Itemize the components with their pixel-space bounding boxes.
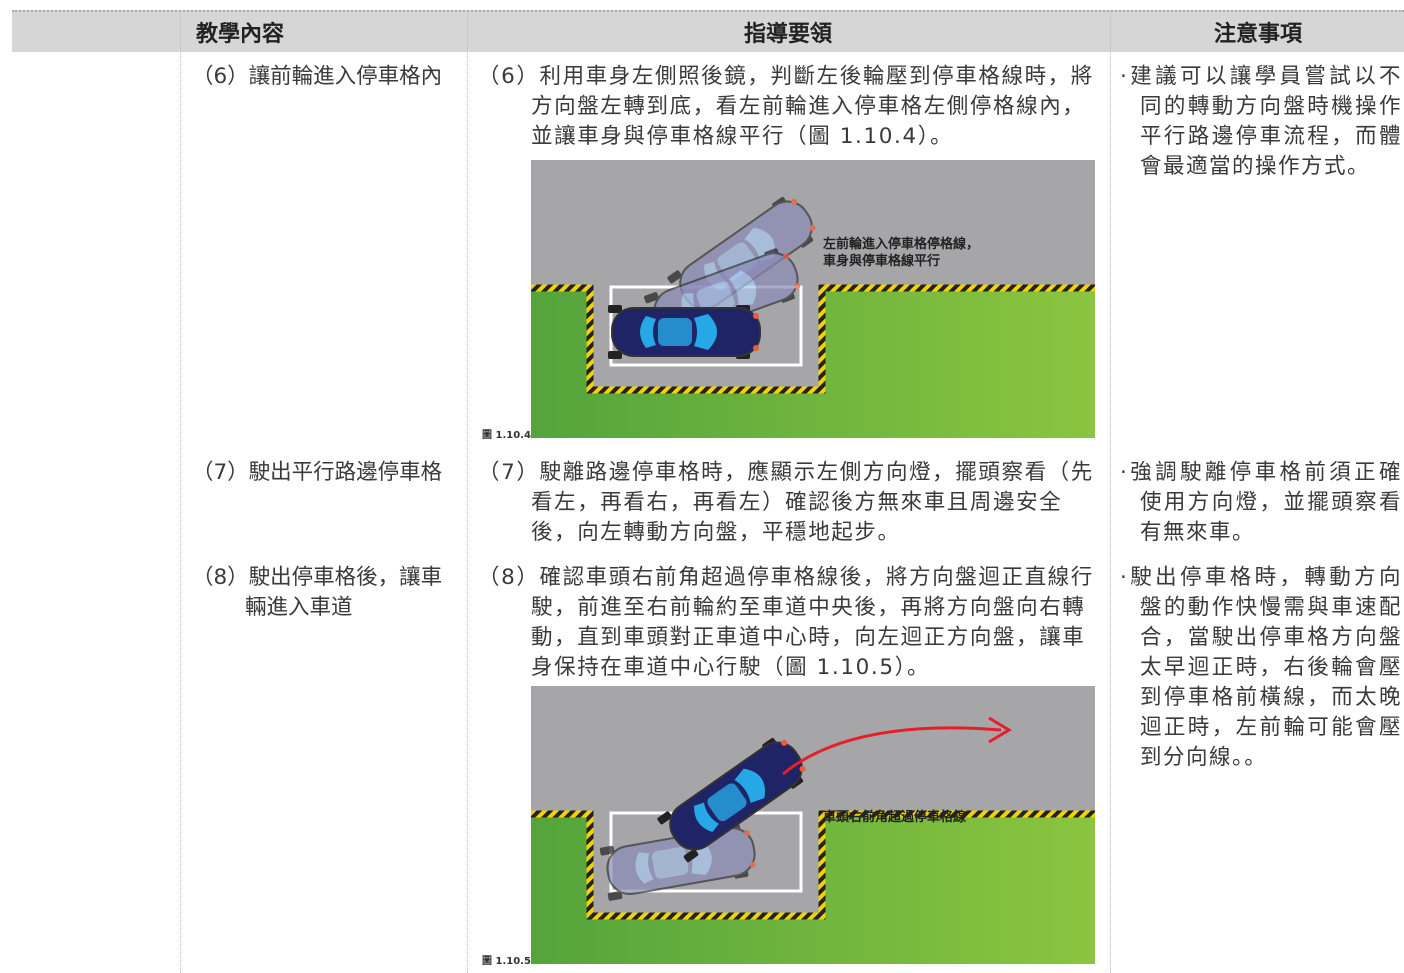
column-divider: [1110, 10, 1111, 973]
figure-caption: 圖 1.10.5: [482, 956, 531, 967]
figure-label: 車頭右前角超過停車格線: [823, 809, 967, 825]
note-text: ·建議可以讓學員嘗試以不同的轉動方向盤時機操作平行路邊停車流程，而體會最適當的操…: [1120, 64, 1402, 179]
header-bar: [12, 10, 1404, 52]
hazard-line: [531, 810, 1095, 920]
guidance-text: （6）利用車身左側照後鏡，判斷左後輪壓到停車格線時，將方向盤左轉到底，看左前輪進…: [478, 64, 1094, 149]
figure-illustration: 左前輪進入停車格停格線，車身與停車格線平行: [531, 160, 1095, 438]
car: [657, 737, 806, 863]
grass: [531, 814, 1095, 964]
item-text: （6）讓前輪進入停車格內: [192, 64, 443, 89]
guidance-text: （8）確認車頭右前角超過停車格線後，將方向盤迴正直線行駛，前進至右前輪約至車道中…: [478, 565, 1094, 680]
arrow: [782, 726, 1002, 776]
hazard-line: [531, 284, 1095, 394]
item-text: （7）駛出平行路邊停車格: [192, 460, 443, 485]
column-header: 注意事項: [1213, 22, 1302, 47]
item-text: （8）駛出停車格後，讓車輛進入車道: [192, 565, 443, 620]
figure-label: 左前輪進入停車格停格線，: [823, 236, 979, 252]
guidance-text: （7）駛離路邊停車格時，應顯示左側方向燈，擺頭察看（先看左，再看右，再看左）確認…: [478, 460, 1094, 545]
column-divider: [180, 10, 181, 973]
grass: [531, 288, 1095, 438]
note-text: ·駛出停車格時，轉動方向盤的動作快慢需與車速配合，當駛出停車格方向盤太早迴正時，…: [1120, 565, 1402, 770]
column-header: 教學內容: [195, 22, 284, 47]
column-header: 指導要領: [743, 22, 832, 47]
figure-caption: 圖 1.10.4: [482, 430, 531, 441]
column-divider: [467, 10, 468, 973]
car: [608, 305, 761, 359]
note-text: ·強調駛離停車格前須正確使用方向燈，並擺頭察看有無來車。: [1120, 460, 1402, 545]
figure-illustration: 車頭右前角超過停車格線: [531, 686, 1095, 964]
figure-label: 車身與停車格線平行: [823, 253, 940, 269]
